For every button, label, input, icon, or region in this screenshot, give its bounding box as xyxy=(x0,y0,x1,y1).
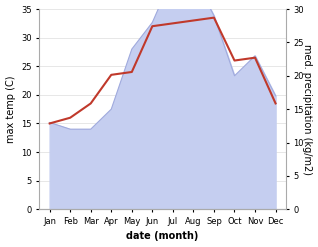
Y-axis label: max temp (C): max temp (C) xyxy=(5,75,16,143)
Y-axis label: med. precipitation (kg/m2): med. precipitation (kg/m2) xyxy=(302,44,313,175)
X-axis label: date (month): date (month) xyxy=(127,231,199,242)
